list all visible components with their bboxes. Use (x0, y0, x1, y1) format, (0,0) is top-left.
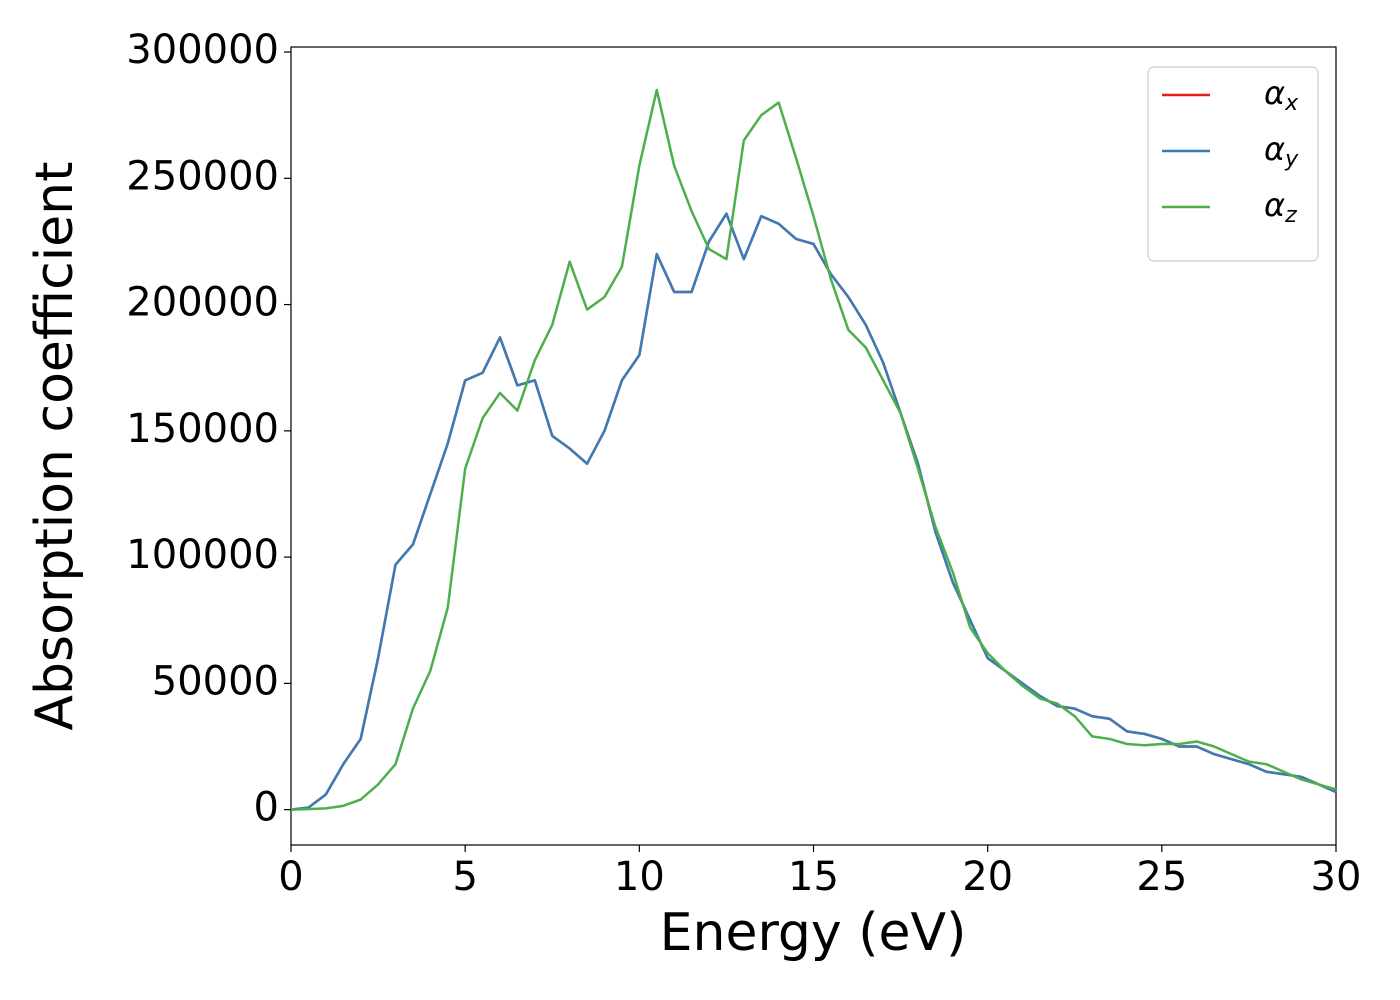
legend-box (1147, 66, 1319, 262)
x-tick-label: 0 (278, 854, 303, 900)
y-tick-label: 200000 (126, 280, 279, 326)
x-tick-label: 30 (1311, 854, 1362, 900)
data-line (290, 212, 1337, 811)
data-line (290, 212, 1337, 811)
legend-label: αz (1264, 186, 1297, 228)
x-tick-label: 15 (788, 854, 839, 900)
y-tick-label: 300000 (126, 27, 279, 73)
y-tick-label: 50000 (152, 658, 279, 704)
legend-label: αx (1264, 74, 1299, 116)
x-tick-label: 5 (452, 854, 477, 900)
y-tick-label: 250000 (126, 153, 279, 199)
x-axis-label: Energy (eV) (660, 903, 967, 963)
data-line (290, 88, 1337, 811)
y-tick-label: 100000 (126, 532, 279, 578)
x-tick-label: 10 (614, 854, 665, 900)
x-tick-label: 20 (962, 854, 1013, 900)
y-axis-label: Absorption coefficient (25, 161, 85, 730)
y-tick-label: 0 (254, 785, 279, 831)
legend-label: αy (1264, 130, 1299, 172)
y-tick-label: 150000 (126, 406, 279, 452)
x-tick-label: 25 (1136, 854, 1187, 900)
